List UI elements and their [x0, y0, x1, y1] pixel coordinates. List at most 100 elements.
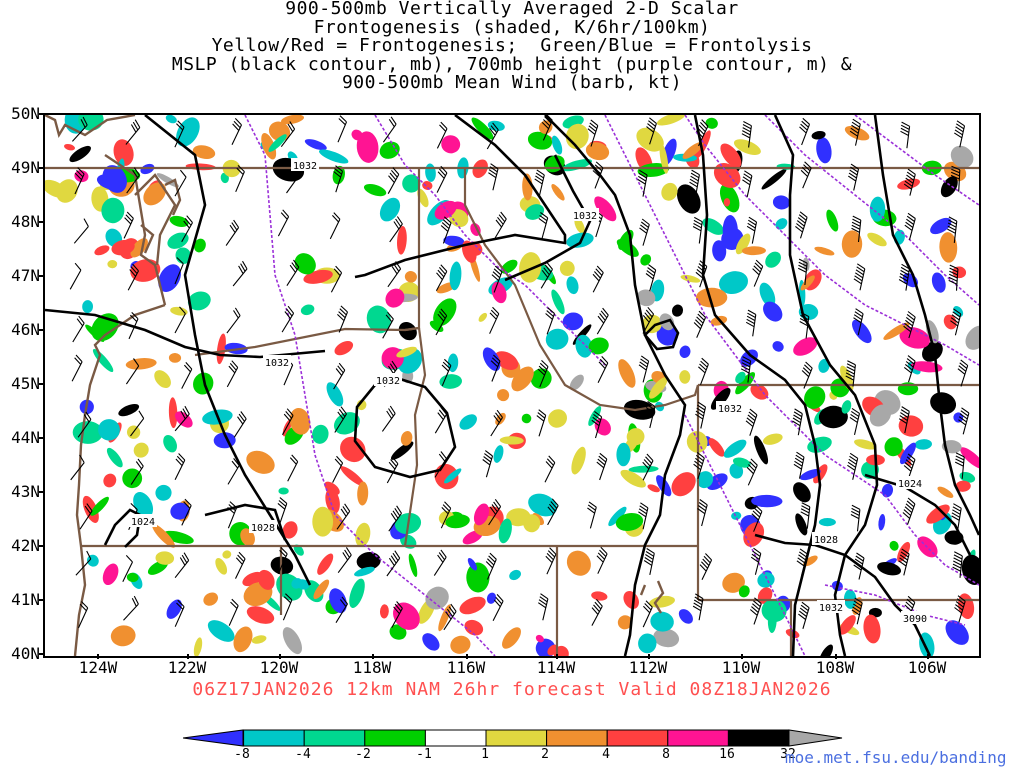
frontogenesis-cell: [729, 463, 744, 479]
wind-barb: [596, 307, 609, 335]
frontogenesis-cell: [467, 557, 477, 571]
frontogenesis-cell: [761, 168, 787, 190]
frontogenesis-cell: [671, 472, 696, 497]
frontogenesis-cell: [478, 312, 488, 322]
wind-barb: [491, 265, 503, 293]
frontogenesis-cell: [168, 397, 178, 429]
frontogenesis-cell: [326, 382, 344, 407]
frontogenesis-cell: [878, 513, 886, 531]
wind-barb: [646, 117, 657, 145]
wind-barb: [800, 161, 812, 189]
wind-barb: [71, 116, 88, 142]
wind-barb: [745, 408, 758, 436]
frontogenesis-cell: [807, 436, 832, 453]
wind-barb: [71, 354, 83, 382]
wind-barb: [69, 262, 82, 290]
lat-tick: [39, 653, 44, 655]
wind-barb: [490, 354, 501, 382]
wind-barb: [77, 411, 92, 438]
credit-link[interactable]: moe.met.fsu.edu/banding: [785, 748, 1007, 767]
frontogenesis-cell: [521, 413, 532, 424]
wind-barb: [800, 502, 811, 529]
lon-tick: [927, 654, 929, 659]
wind-barb: [849, 118, 861, 146]
isobar: [504, 154, 592, 282]
frontogenesis-cell: [340, 436, 366, 463]
frontogenesis-cell: [459, 414, 477, 430]
border-or-wa: [194, 326, 420, 357]
frontogenesis-cell: [404, 271, 417, 283]
wind-barb: [689, 169, 700, 197]
frontogenesis-cell: [867, 232, 887, 247]
wind-barb: [227, 501, 238, 529]
isobar-label-text: 1032: [265, 358, 289, 369]
frontogenesis-cell: [636, 289, 656, 307]
wind-barb: [434, 451, 447, 478]
frontogenesis-cell: [280, 115, 305, 125]
frontogenesis-cell: [294, 253, 316, 275]
frontogenesis-cell: [679, 345, 691, 359]
wind-barb: [537, 593, 549, 621]
frontogenesis-cell: [102, 563, 119, 586]
isobar: [544, 115, 687, 656]
wind-barb: [488, 498, 502, 526]
wind-barb: [592, 265, 604, 293]
frontogenesis-cell: [156, 173, 179, 188]
frontogenesis-cell: [293, 544, 304, 556]
frontogenesis-cell: [356, 552, 381, 570]
frontogenesis-cell: [930, 217, 952, 235]
wind-barb: [954, 452, 965, 479]
frontogenesis-cell: [433, 298, 457, 327]
frontogenesis-cell: [765, 251, 781, 268]
frontogenesis-cell: [566, 550, 591, 576]
frontogenesis-cell: [960, 447, 979, 469]
frontogenesis-cell: [445, 514, 470, 529]
wind-barb: [127, 263, 139, 291]
height-contour: [374, 115, 606, 366]
frontogenesis-cell: [945, 620, 969, 645]
wind-barb: [741, 121, 752, 148]
frontogenesis-cell: [695, 130, 711, 159]
wind-barb: [903, 355, 916, 383]
frontogenesis-cell: [464, 619, 484, 636]
wind-barb: [902, 497, 916, 525]
frontogenesis-cell: [304, 139, 327, 151]
frontogenesis-cell: [620, 469, 646, 488]
frontogenesis-cell: [618, 359, 636, 388]
frontogenesis-cell: [133, 491, 154, 518]
wind-barb: [740, 356, 752, 383]
frontogenesis-cell: [741, 246, 766, 256]
wind-barb: [540, 262, 553, 289]
frontogenesis-cell: [559, 260, 575, 276]
wind-barb: [900, 121, 911, 149]
wind-barb: [174, 599, 185, 627]
wind-barb: [898, 406, 910, 434]
lat-label: 43N: [11, 482, 40, 501]
frontogenesis-cell: [363, 183, 387, 197]
colorbar: [183, 729, 843, 747]
lat-label: 50N: [11, 104, 40, 123]
lat-label: 44N: [11, 428, 40, 447]
frontogenesis-cell: [914, 439, 932, 450]
height-contour: [824, 584, 966, 626]
wind-barb: [695, 401, 707, 429]
frontogenesis-cell: [102, 165, 127, 193]
frontogenesis-cell: [869, 196, 886, 222]
isobar-label-text: 3090: [903, 614, 927, 625]
lat-label: 49N: [11, 158, 40, 177]
frontogenesis-cell: [735, 371, 746, 384]
frontogenesis-cell: [816, 137, 832, 164]
frontogenesis-cell: [107, 259, 118, 269]
map-plot-area: 1032 1032 1032 1032 1024 1028 1032 1028 1024 1032…: [43, 113, 981, 658]
frontogenesis-cell: [487, 120, 505, 132]
frontogenesis-cell: [702, 218, 724, 235]
wind-barb: [745, 309, 757, 337]
wind-barb: [227, 458, 240, 485]
frontogenesis-cell: [814, 246, 835, 256]
wind-barb: [281, 305, 295, 333]
wind-barb: [547, 498, 559, 526]
wind-barb: [692, 593, 704, 621]
frontogenesis-cell: [103, 473, 117, 488]
frontogenesis-cell: [735, 233, 751, 255]
wind-barb: [957, 359, 969, 387]
